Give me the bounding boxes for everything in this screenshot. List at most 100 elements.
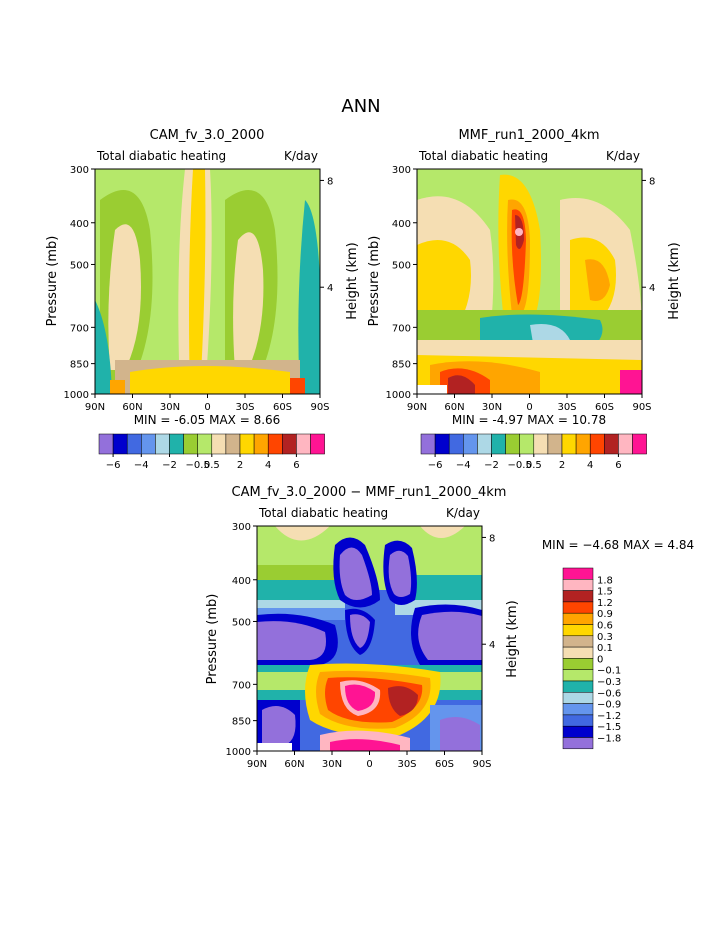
x-tick-label: 60N xyxy=(284,759,304,770)
colorbar-swatch xyxy=(562,635,594,648)
colorbar-swatch xyxy=(126,433,142,455)
colorbar-label: 0.6 xyxy=(597,621,613,632)
colorbar-swatch xyxy=(282,433,297,455)
colorbar-label: 4 xyxy=(587,460,593,471)
y-tick-label: 850 xyxy=(232,717,251,728)
stats-label: MIN = -4.97 MAX = 10.78 xyxy=(452,413,606,427)
y-tick-label: 300 xyxy=(232,522,251,533)
colorbar-swatch xyxy=(169,433,184,455)
colorbar-swatch xyxy=(310,433,325,455)
y-axis-right: 84 xyxy=(320,176,333,294)
y-axis: 300 400 500 700 850 1000 xyxy=(64,165,95,401)
colorbar-label: −1.8 xyxy=(597,734,621,745)
y-right-tick-label: 4 xyxy=(649,283,655,294)
colorbar-swatch xyxy=(477,433,492,455)
x-tick-label: 60S xyxy=(273,402,292,413)
panel-subtitle-right: K/day xyxy=(446,506,480,520)
colorbar-swatch xyxy=(533,433,549,455)
y-axis: 300 400 500 700 850 1000 xyxy=(226,522,257,758)
y-tick-label: 500 xyxy=(392,260,411,271)
y-tick-label: 400 xyxy=(232,576,251,587)
y-tick-label: 850 xyxy=(392,360,411,371)
colorbar-swatch xyxy=(562,737,594,750)
contour-field xyxy=(417,169,642,394)
colorbar-swatch xyxy=(562,579,594,591)
colorbar-label: −6 xyxy=(106,460,121,471)
x-tick-label: 30N xyxy=(322,759,342,770)
colorbar-label: −0.1 xyxy=(597,666,621,677)
colorbar-label: 0.5 xyxy=(204,460,220,471)
colorbar-label: 0.3 xyxy=(597,632,613,643)
colorbar-swatch xyxy=(562,692,594,704)
colorbar-label: −0.3 xyxy=(597,677,621,688)
colorbar-label: 0 xyxy=(597,654,603,665)
y-tick-label: 400 xyxy=(70,219,89,230)
colorbar-swatch xyxy=(519,433,535,455)
colorbar-label: 2 xyxy=(237,460,243,471)
colorbar-label: 1.8 xyxy=(597,575,613,586)
colorbar-swatch xyxy=(562,646,594,659)
colorbar-label: 6 xyxy=(293,460,299,471)
y-axis-label: Pressure (mb) xyxy=(367,236,382,327)
y-axis-label: Pressure (mb) xyxy=(205,594,220,685)
x-tick-label: 90N xyxy=(407,402,427,413)
colorbar-label: 4 xyxy=(265,460,271,471)
x-tick-label: 0 xyxy=(366,759,372,770)
colorbar-swatch xyxy=(561,433,577,455)
y-tick-label: 500 xyxy=(70,260,89,271)
y-axis-right: 84 xyxy=(642,176,655,294)
y-axis-label: Pressure (mb) xyxy=(45,236,60,327)
y-axis-right-label: Height (km) xyxy=(505,600,520,677)
colorbar-swatch xyxy=(267,433,283,455)
colorbar-swatch xyxy=(296,433,311,455)
colorbar-swatch xyxy=(562,590,594,603)
colorbar-swatch xyxy=(547,433,563,455)
y-right-tick-label: 8 xyxy=(327,176,333,187)
y-axis-right-label: Height (km) xyxy=(667,242,682,319)
colorbar-swatch xyxy=(155,433,170,455)
colorbar-swatch xyxy=(211,433,227,455)
x-tick-label: 60S xyxy=(595,402,614,413)
colorbar: −6 −4 −2 −0.50.5 2 4 6 xyxy=(98,433,325,471)
colorbar-label: −0.5 xyxy=(508,460,532,471)
colorbar-label: −4 xyxy=(456,460,471,471)
contour-field xyxy=(257,526,482,751)
colorbar-label: −0.5 xyxy=(186,460,210,471)
panel-mmf: MMF_run1_2000_4km Total diabatic heating… xyxy=(367,128,682,471)
colorbar-swatch xyxy=(604,433,619,455)
x-tick-label: 90S xyxy=(310,402,329,413)
x-tick-label: 30S xyxy=(235,402,254,413)
colorbar-label: 1.2 xyxy=(597,598,613,609)
x-tick-label: 90S xyxy=(472,759,491,770)
x-tick-label: 90N xyxy=(247,759,267,770)
colorbar-swatch xyxy=(575,433,591,455)
stats-label: MIN = -6.05 MAX = 8.66 xyxy=(134,413,281,427)
x-tick-label: 30S xyxy=(397,759,416,770)
colorbar-swatch xyxy=(562,612,594,625)
panel-title: MMF_run1_2000_4km xyxy=(458,128,599,143)
panel-subtitle-left: Total diabatic heating xyxy=(96,149,226,163)
colorbar-swatch xyxy=(562,601,594,614)
x-axis: 90N 60N 30N 0 30S 60S 90S xyxy=(247,751,492,770)
x-tick-label: 0 xyxy=(526,402,532,413)
colorbar-swatch xyxy=(98,433,114,455)
colorbar-swatch xyxy=(562,624,594,637)
x-tick-label: 90S xyxy=(632,402,651,413)
colorbar-label: −2 xyxy=(484,460,499,471)
colorbar-swatch xyxy=(562,680,594,693)
x-tick-label: 60S xyxy=(435,759,454,770)
colorbar-label: −4 xyxy=(134,460,149,471)
x-tick-label: 90N xyxy=(85,402,105,413)
contour-field xyxy=(95,169,320,394)
panel-subtitle-right: K/day xyxy=(606,149,640,163)
colorbar-label: −0.6 xyxy=(597,688,621,699)
colorbar-label: −6 xyxy=(428,460,443,471)
colorbar-label: −1.5 xyxy=(597,722,621,733)
x-tick-label: 30N xyxy=(482,402,502,413)
y-right-tick-label: 4 xyxy=(489,640,495,651)
stats-label: MIN = −4.68 MAX = 4.84 xyxy=(542,538,694,552)
colorbar-swatch xyxy=(197,433,213,455)
colorbar-swatch xyxy=(112,433,128,455)
colorbar-swatch xyxy=(434,433,450,455)
y-tick-label: 700 xyxy=(392,323,411,334)
